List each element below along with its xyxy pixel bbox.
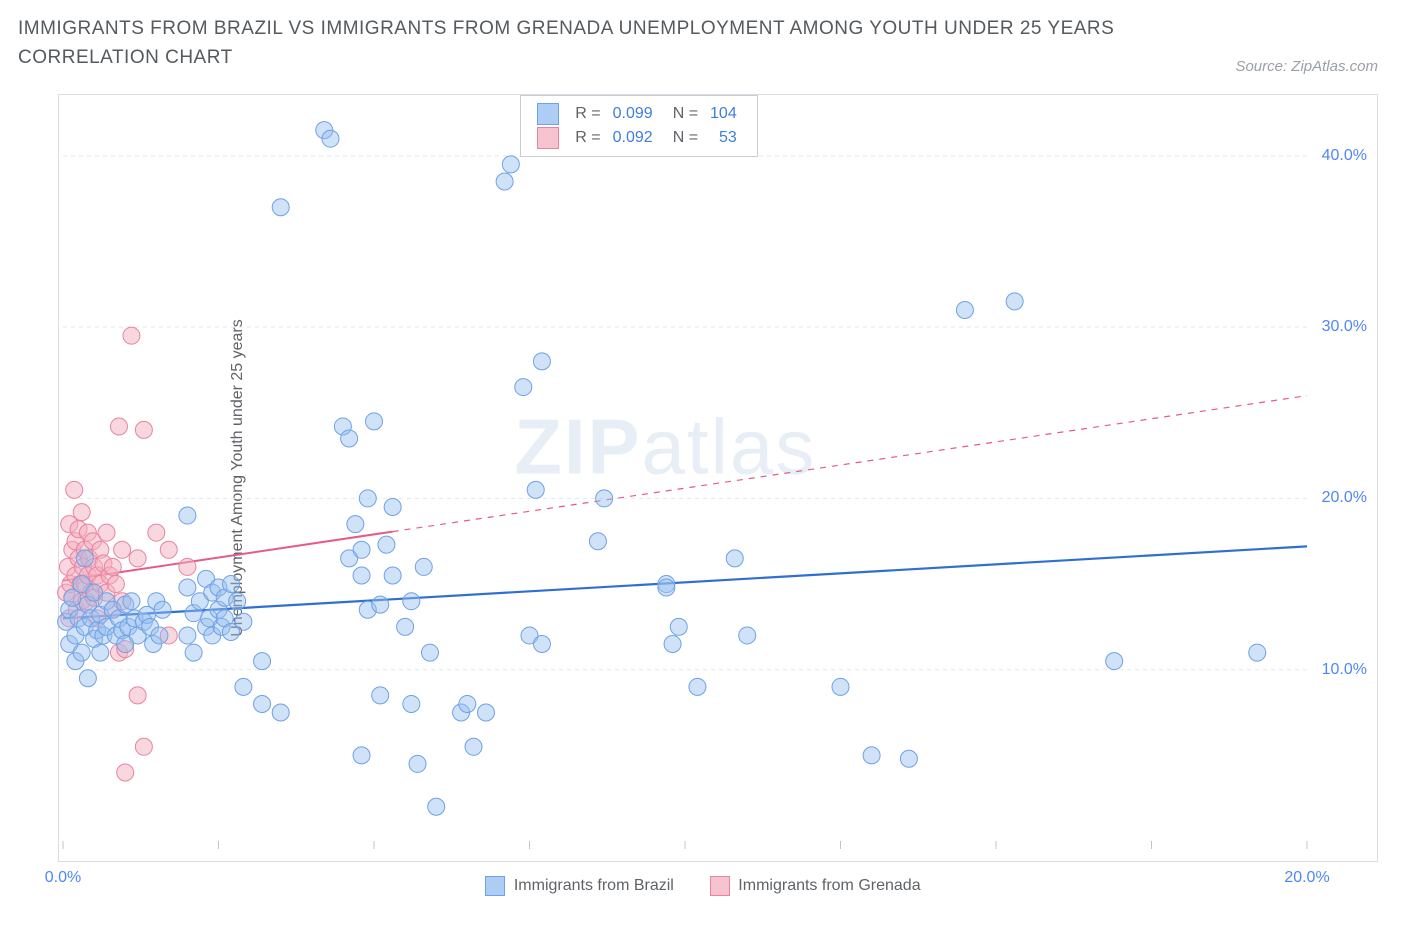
chart-svg xyxy=(59,95,1377,861)
y-tick-label: 10.0% xyxy=(1322,661,1367,679)
legend-item: Immigrants from Brazil xyxy=(485,876,673,896)
legend-series: Immigrants from Brazil Immigrants from G… xyxy=(0,876,1406,896)
chart-container: IMMIGRANTS FROM BRAZIL VS IMMIGRANTS FRO… xyxy=(0,0,1406,930)
y-tick-label: 30.0% xyxy=(1322,318,1367,336)
y-tick-label: 20.0% xyxy=(1322,489,1367,507)
legend-stats: R =0.099N =104R =0.092N =53 xyxy=(520,95,757,157)
legend-item: Immigrants from Grenada xyxy=(710,876,921,896)
plot-area: Unemployment Among Youth under 25 years … xyxy=(58,94,1378,862)
chart-title: IMMIGRANTS FROM BRAZIL VS IMMIGRANTS FRO… xyxy=(18,14,1138,73)
source-attribution: Source: ZipAtlas.com xyxy=(1235,58,1378,75)
y-tick-label: 40.0% xyxy=(1322,147,1367,165)
